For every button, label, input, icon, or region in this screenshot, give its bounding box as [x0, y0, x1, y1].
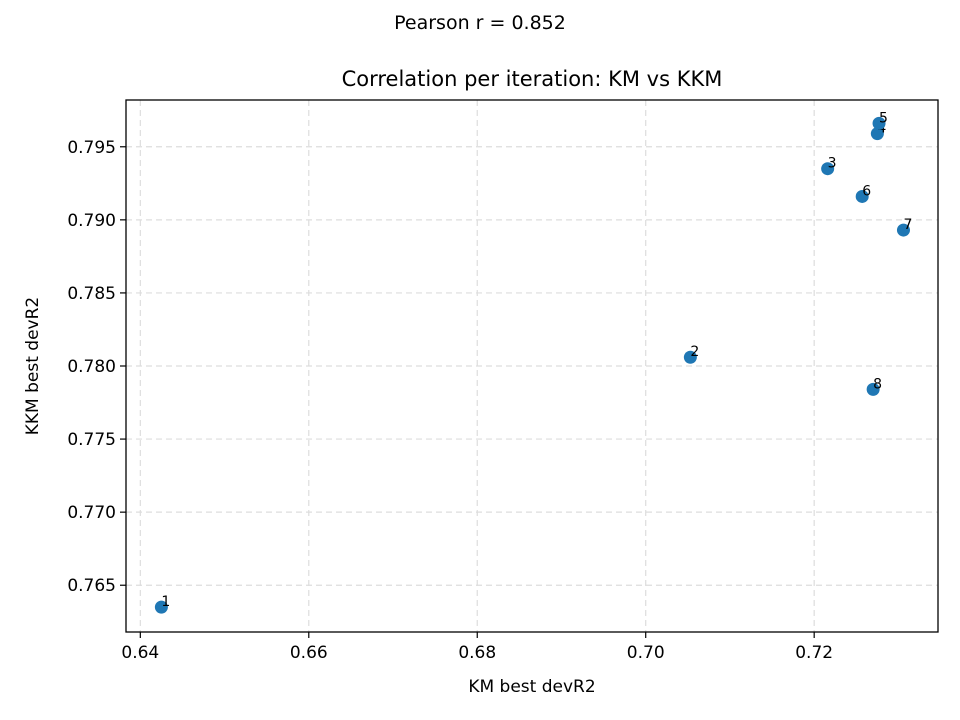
scatter-point	[683, 350, 697, 364]
point-label: 8	[873, 376, 882, 392]
x-tick-label: 0.72	[795, 643, 833, 663]
y-tick-label: 0.770	[67, 503, 116, 523]
x-tick-label: 0.66	[290, 643, 328, 663]
scatter-point	[154, 600, 168, 614]
y-axis-label: KKM best devR2	[23, 297, 43, 435]
chart-title: Correlation per iteration: KM vs KKM	[342, 67, 723, 91]
point-label: 6	[862, 183, 871, 199]
point-label: 1	[161, 594, 170, 610]
y-tick-label: 0.765	[67, 576, 116, 596]
x-axis-label: KM best devR2	[468, 677, 595, 697]
scatter-point	[896, 223, 910, 237]
y-tick-label: 0.795	[67, 138, 116, 158]
y-tick-label: 0.775	[67, 430, 116, 450]
x-tick-label: 0.70	[627, 643, 665, 663]
scatter-point	[870, 127, 884, 141]
data-points: 12345678	[154, 110, 912, 614]
scatter-point	[872, 116, 886, 130]
scatter-point	[821, 162, 835, 176]
x-tick-label: 0.64	[121, 643, 159, 663]
axis-ticks: 0.64 0.66 0.68 0.70 0.72 0.765 0.770 0.775 0.780…	[67, 138, 833, 663]
y-tick-label: 0.790	[67, 211, 116, 231]
point-label: 7	[903, 217, 912, 233]
point-label: 5	[879, 110, 888, 126]
y-tick-label: 0.780	[67, 357, 116, 377]
y-tick-label: 0.785	[67, 284, 116, 304]
point-label: 2	[690, 344, 699, 360]
grid-lines	[126, 100, 938, 632]
suptitle: Pearson r = 0.852	[394, 12, 566, 34]
scatter-point	[855, 189, 869, 203]
x-tick-label: 0.68	[458, 643, 496, 663]
point-label: 3	[828, 156, 837, 172]
plot-frame	[125, 99, 939, 633]
scatter-point	[866, 382, 880, 396]
